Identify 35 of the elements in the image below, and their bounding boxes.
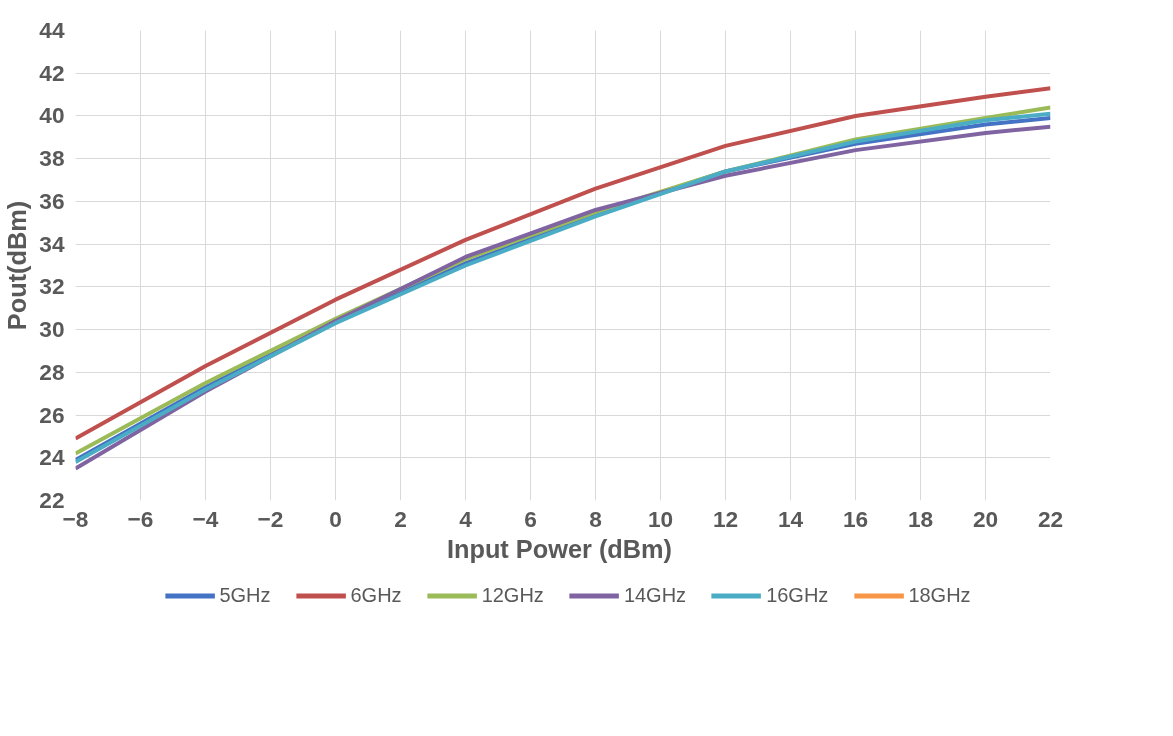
- x-tick-label: −4: [192, 505, 219, 532]
- x-tick-label: 10: [647, 505, 674, 532]
- y-tick-label: 36: [39, 187, 65, 214]
- x-tick-label: 4: [459, 505, 473, 532]
- x-axis-title: Input Power (dBm): [446, 534, 673, 563]
- x-tick-label: 20: [972, 505, 999, 532]
- x-tick-label: 18: [907, 505, 934, 532]
- y-tick-label: 22: [39, 487, 65, 513]
- x-tick-label: 22: [1037, 505, 1064, 532]
- x-tick-label: 12: [712, 505, 739, 532]
- legend-label: 12GHz: [481, 583, 544, 607]
- y-tick-label: 38: [39, 145, 65, 172]
- y-tick-label: 30: [39, 316, 65, 343]
- legend-label: 14GHz: [623, 583, 687, 607]
- legend-label: 5GHz: [219, 583, 271, 607]
- x-tick-label: 0: [329, 505, 342, 532]
- legend-label: 18GHz: [908, 583, 971, 607]
- x-tick-label: −2: [257, 505, 284, 532]
- y-tick-label: 28: [39, 358, 65, 385]
- y-tick-label: 32: [39, 273, 65, 300]
- x-tick-label: 6: [524, 505, 537, 532]
- y-axis-title: Pout(dBm): [3, 200, 32, 331]
- y-tick-label: 42: [39, 59, 65, 86]
- x-tick-label: 16: [842, 505, 869, 532]
- y-tick-label: 44: [39, 17, 65, 43]
- y-tick-label: 26: [39, 401, 65, 428]
- x-tick-label: −6: [127, 505, 154, 532]
- y-tick-label: 24: [39, 444, 65, 471]
- x-tick-label: 2: [394, 505, 407, 532]
- x-tick-label: 8: [589, 505, 602, 532]
- x-tick-label: 14: [777, 505, 804, 532]
- legend-label: 6GHz: [350, 583, 402, 607]
- legend-label: 16GHz: [766, 583, 829, 607]
- y-tick-label: 34: [39, 230, 65, 257]
- y-tick-label: 40: [39, 102, 65, 129]
